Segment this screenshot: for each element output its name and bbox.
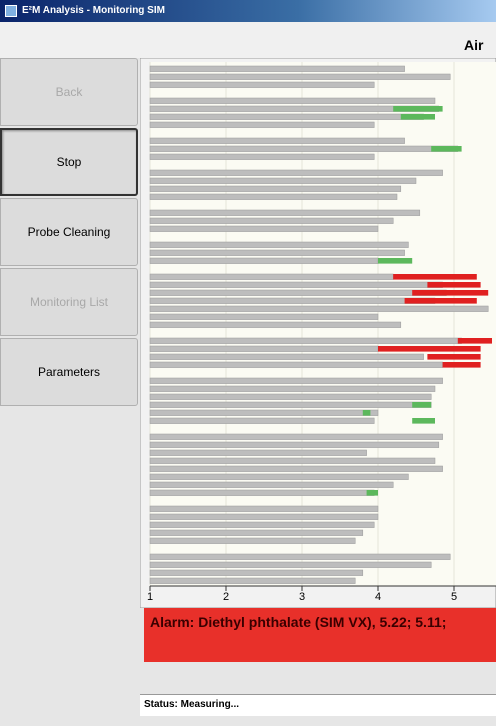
alarm-box: Alarm: Diethyl phthalate (SIM VX), 5.22;… xyxy=(144,608,496,662)
gray-bar xyxy=(149,225,379,232)
gray-bar xyxy=(149,289,447,296)
alarm-text: Alarm: Diethyl phthalate (SIM VX), 5.22;… xyxy=(150,614,447,630)
green-bar xyxy=(412,402,432,408)
gray-bar xyxy=(149,433,443,440)
x-tick-label: 5 xyxy=(451,591,457,603)
gray-bar xyxy=(149,297,436,304)
gray-bar xyxy=(149,281,443,288)
red-bar xyxy=(378,346,481,352)
nav-button: Monitoring List xyxy=(0,268,138,336)
gray-bar xyxy=(149,361,443,368)
gray-bar xyxy=(149,353,424,360)
green-bar xyxy=(366,490,378,496)
gray-bar xyxy=(149,553,451,560)
gray-bar xyxy=(149,65,405,72)
gray-bar xyxy=(149,401,432,408)
button-panel: Back Stop Probe Cleaning Monitoring List Par… xyxy=(0,58,140,408)
gray-bar xyxy=(149,209,421,216)
red-bar xyxy=(412,290,489,296)
gray-bar xyxy=(149,385,436,392)
red-bar xyxy=(442,362,481,368)
chart: 1 2 3 4 5 xyxy=(140,58,496,608)
green-bar xyxy=(431,146,462,152)
x-tick-label: 4 xyxy=(375,591,381,603)
gray-bar xyxy=(149,521,375,528)
gray-bar xyxy=(149,97,436,104)
gray-bar xyxy=(149,193,398,200)
gray-bar xyxy=(149,241,409,248)
green-bar xyxy=(378,258,413,264)
green-bar xyxy=(393,106,443,112)
gray-bar xyxy=(149,489,375,496)
x-tick-label: 1 xyxy=(147,591,153,603)
red-bar xyxy=(427,354,481,360)
nav-button[interactable]: Parameters xyxy=(0,338,138,406)
green-bar xyxy=(362,410,371,416)
red-bar xyxy=(404,298,477,304)
gray-bar xyxy=(149,137,405,144)
nav-button[interactable]: Probe Cleaning xyxy=(0,198,138,266)
gray-bar xyxy=(149,313,379,320)
gray-bar xyxy=(149,249,405,256)
window-title: E²M Analysis - Monitoring SIM xyxy=(22,5,165,16)
gray-bar xyxy=(149,481,394,488)
gray-bar xyxy=(149,377,443,384)
gray-bar xyxy=(149,177,417,184)
red-bar xyxy=(427,282,481,288)
gray-bar xyxy=(149,513,379,520)
gray-bar xyxy=(149,577,356,584)
gray-bar xyxy=(149,561,432,568)
header-title: Air xyxy=(464,37,484,53)
x-tick-label: 2 xyxy=(223,591,229,603)
green-bar xyxy=(400,114,435,120)
gray-bar xyxy=(149,345,379,352)
gray-bar xyxy=(149,185,402,192)
gray-bar xyxy=(149,449,367,456)
nav-button[interactable]: Stop xyxy=(0,128,138,196)
gray-bar xyxy=(149,569,364,576)
header: Air xyxy=(0,22,496,58)
red-bar xyxy=(457,338,492,344)
gray-bar xyxy=(149,417,375,424)
gray-bar xyxy=(149,305,489,312)
gray-bar xyxy=(149,217,394,224)
gray-bar xyxy=(149,169,443,176)
app-icon xyxy=(5,5,17,17)
gray-bar xyxy=(149,113,424,120)
red-bar xyxy=(393,274,477,280)
gray-bar xyxy=(149,441,440,448)
gray-bar xyxy=(149,81,375,88)
gray-bar xyxy=(149,409,379,416)
x-tick-label: 3 xyxy=(299,591,305,603)
gray-bar xyxy=(149,337,462,344)
gray-bar xyxy=(149,505,379,512)
gray-bar xyxy=(149,457,436,464)
status-bar: Status: Measuring... xyxy=(140,694,496,716)
gray-bar xyxy=(149,321,402,328)
gray-bar xyxy=(149,473,409,480)
status-text: Status: Measuring... xyxy=(144,699,240,710)
gray-bar xyxy=(149,537,356,544)
gray-bar xyxy=(149,73,451,80)
green-bar xyxy=(412,418,435,424)
gray-bar xyxy=(149,273,394,280)
title-bar: E²M Analysis - Monitoring SIM xyxy=(0,0,496,22)
gray-bar xyxy=(149,121,375,128)
gray-bar xyxy=(149,153,375,160)
gray-bar xyxy=(149,393,432,400)
gray-bar xyxy=(149,257,379,264)
gray-bar xyxy=(149,465,443,472)
gray-bar xyxy=(149,145,459,152)
nav-button: Back xyxy=(0,58,138,126)
gray-bar xyxy=(149,529,364,536)
